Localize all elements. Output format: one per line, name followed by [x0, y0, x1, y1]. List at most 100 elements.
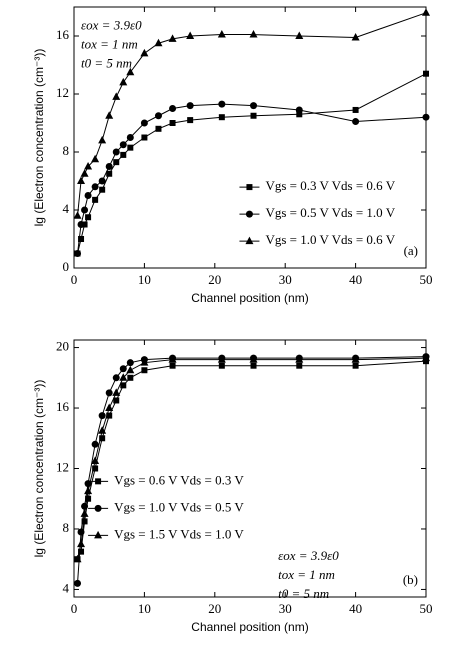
marker	[120, 382, 127, 389]
marker	[126, 365, 135, 374]
marker	[95, 478, 102, 485]
marker	[98, 426, 107, 434]
marker	[105, 389, 113, 397]
marker	[127, 374, 134, 381]
marker	[105, 403, 114, 412]
marker	[126, 359, 134, 367]
marker	[218, 362, 225, 369]
legend-label: Vgs = 1.0 V Vds = 0.6 V	[265, 232, 395, 247]
marker	[119, 373, 128, 381]
marker	[91, 183, 99, 191]
x-tick-label: 40	[349, 272, 362, 287]
marker	[422, 353, 430, 362]
marker	[245, 210, 253, 218]
marker	[296, 111, 303, 118]
x-axis-label: Channel position (nm)	[191, 291, 308, 305]
marker	[140, 48, 149, 57]
marker	[112, 388, 121, 396]
marker	[218, 114, 225, 121]
panel-label: (a)	[404, 243, 418, 258]
x-tick-label: 50	[420, 601, 433, 616]
marker	[106, 412, 113, 419]
y-tick-label: 20	[56, 339, 69, 354]
marker	[77, 539, 86, 548]
x-tick-label: 10	[138, 601, 151, 616]
marker	[99, 186, 106, 193]
marker	[81, 502, 89, 510]
marker	[112, 92, 121, 100]
x-tick-label: 10	[138, 272, 151, 287]
marker	[119, 77, 128, 86]
y-tick-label: 8	[63, 520, 70, 535]
marker	[217, 30, 226, 38]
x-tick-label: 30	[279, 272, 292, 287]
marker	[295, 106, 303, 114]
legend-label: Vgs = 1.5 V Vds = 1.0 V	[114, 526, 244, 541]
x-tick-label: 30	[279, 601, 292, 616]
marker	[351, 355, 360, 363]
marker	[296, 362, 303, 369]
marker	[245, 236, 254, 245]
legend-label: Vgs = 0.3 V Vds = 0.6 V	[265, 178, 395, 193]
marker	[141, 134, 148, 141]
marker	[141, 367, 148, 374]
legend-label: Vgs = 1.0 V Vds = 0.5 V	[114, 499, 244, 514]
marker	[84, 162, 93, 170]
marker	[423, 70, 429, 77]
marker	[98, 412, 106, 420]
marker	[119, 141, 127, 149]
y-tick-label: 4	[63, 201, 70, 216]
marker	[186, 102, 194, 110]
marker	[168, 355, 177, 363]
marker	[127, 144, 134, 151]
marker	[94, 504, 102, 512]
marker	[94, 530, 103, 539]
y-tick-label: 8	[63, 143, 70, 158]
marker	[119, 365, 127, 373]
marker	[169, 362, 176, 369]
x-tick-label: 50	[420, 272, 433, 287]
annotation: t0 = 5 nm	[278, 586, 329, 601]
marker	[295, 355, 304, 363]
y-axis-label: lg (Electron concentration (cm⁻³))	[32, 49, 46, 227]
marker	[80, 509, 89, 517]
marker	[169, 120, 176, 126]
marker	[81, 518, 88, 525]
y-tick-label: 16	[56, 27, 70, 42]
x-axis-label: Channel position (nm)	[191, 620, 308, 634]
marker	[84, 192, 92, 199]
marker	[113, 397, 120, 404]
marker	[98, 135, 107, 144]
plot-frame	[73, 339, 427, 598]
marker	[422, 113, 430, 121]
marker	[106, 170, 113, 177]
x-tick-label: 20	[208, 272, 221, 287]
marker	[250, 102, 258, 110]
marker	[92, 196, 99, 203]
marker	[73, 211, 82, 219]
y-tick-label: 0	[63, 259, 70, 274]
marker	[98, 177, 106, 185]
marker	[169, 105, 177, 112]
marker	[352, 106, 359, 113]
x-tick-label: 0	[71, 272, 78, 287]
marker	[218, 100, 226, 108]
marker	[351, 32, 360, 41]
marker	[187, 117, 194, 124]
marker	[91, 456, 100, 464]
marker	[186, 31, 195, 39]
annotation: tox = 1 nm	[81, 36, 138, 51]
series-line	[77, 73, 427, 254]
annotation: εox = 3.9ε0	[278, 548, 339, 563]
x-tick-label: 0	[71, 601, 78, 616]
marker	[113, 159, 120, 166]
marker	[105, 163, 113, 170]
marker	[295, 31, 304, 39]
marker	[112, 148, 120, 156]
marker	[91, 154, 100, 163]
marker	[112, 374, 120, 382]
marker	[92, 465, 99, 472]
marker	[77, 176, 86, 184]
marker	[155, 125, 162, 132]
